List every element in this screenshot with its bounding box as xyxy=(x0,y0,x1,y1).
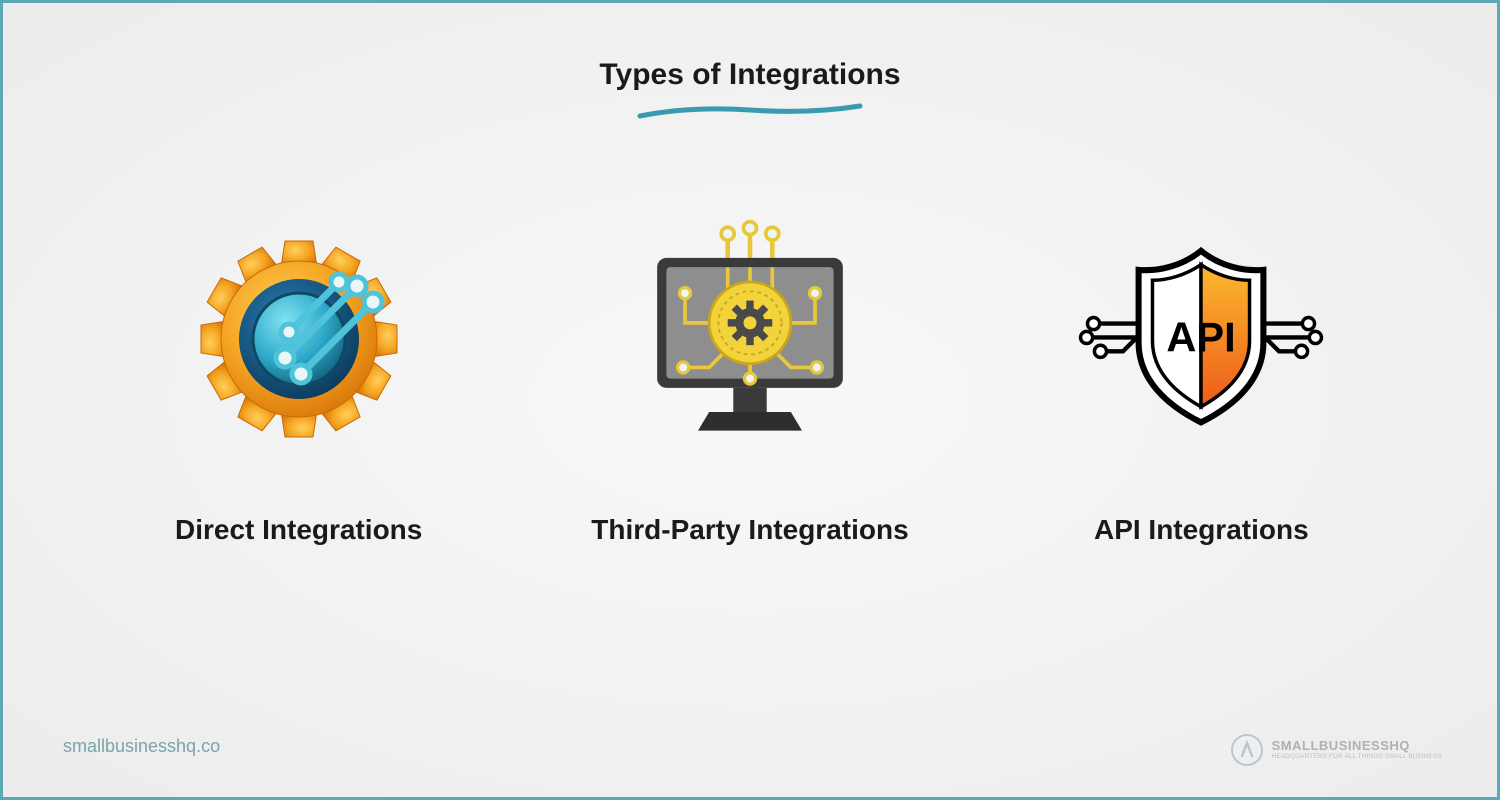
title-underline xyxy=(43,100,1457,124)
logo-tagline: HEADQUARTERS FOR ALL THINGS SMALL BUSINE… xyxy=(1272,754,1442,761)
card-label-api: API Integrations xyxy=(1094,514,1309,546)
footer-url: smallbusinesshq.co xyxy=(63,736,220,757)
cards-row: Direct Integrations xyxy=(43,204,1457,546)
gear-circuit-icon xyxy=(169,204,429,464)
card-label-direct: Direct Integrations xyxy=(175,514,422,546)
infographic-frame: Types of Integrations xyxy=(0,0,1500,800)
card-api: API API Integrations xyxy=(976,204,1427,546)
logo-mark-icon xyxy=(1230,733,1264,767)
monitor-chip-icon xyxy=(620,204,880,464)
api-badge-text: API xyxy=(1167,313,1236,360)
card-direct: Direct Integrations xyxy=(73,204,524,546)
footer-logo: SMALLBUSINESSHQ HEADQUARTERS FOR ALL THI… xyxy=(1230,733,1442,767)
api-shield-icon: API xyxy=(1071,204,1331,464)
card-third-party: Third-Party Integrations xyxy=(524,204,975,546)
card-label-third-party: Third-Party Integrations xyxy=(591,514,908,546)
page-title: Types of Integrations xyxy=(43,58,1457,92)
logo-brand-text: SMALLBUSINESSHQ xyxy=(1272,739,1442,752)
